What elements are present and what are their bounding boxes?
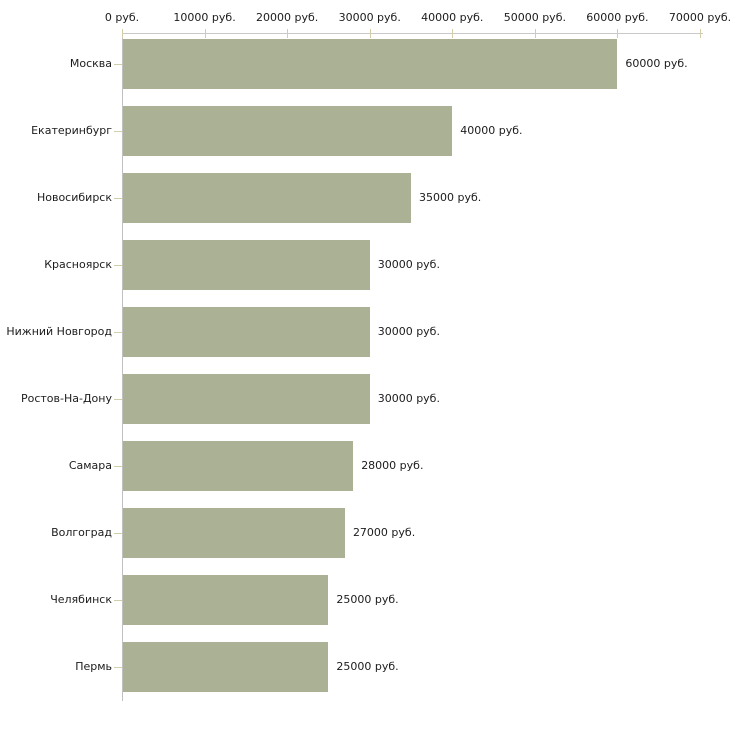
x-tick-label: 30000 руб.: [338, 11, 401, 24]
category-tick-mark: [114, 599, 122, 601]
category-tick-mark: [114, 532, 122, 534]
bar: [123, 574, 329, 625]
value-label: 40000 руб.: [460, 123, 523, 137]
x-tick-label: 60000 руб.: [586, 11, 649, 24]
category-label: Нижний Новгород: [6, 324, 112, 338]
x-tick-label: 70000 руб.: [668, 11, 730, 24]
bar: [123, 641, 329, 692]
value-label: 60000 руб.: [625, 56, 688, 70]
category-label: Челябинск: [50, 592, 112, 606]
bar: [123, 306, 370, 357]
value-label: 28000 руб.: [361, 458, 424, 472]
x-tick-label: 0 руб.: [104, 11, 140, 24]
bar: [123, 239, 370, 290]
value-label: 27000 руб.: [352, 525, 416, 539]
bar: [123, 373, 370, 424]
category-tick-mark: [114, 398, 122, 400]
category-tick-mark: [114, 264, 122, 266]
x-axis-line: [122, 33, 703, 34]
bar: [123, 507, 345, 558]
category-label: Пермь: [75, 659, 112, 673]
value-label: 25000 руб.: [336, 592, 399, 606]
x-tick-label: 20000 руб.: [256, 11, 319, 24]
category-tick-mark: [114, 465, 122, 467]
value-label: 30000 руб.: [377, 257, 440, 271]
category-label: Красноярск: [44, 257, 112, 271]
bar: [123, 172, 411, 223]
value-label: 30000 руб.: [377, 391, 440, 405]
x-tick-mark: [452, 29, 454, 38]
x-tick-mark: [700, 29, 701, 38]
category-label: Новосибирск: [36, 190, 112, 204]
value-label: 25000 руб.: [336, 659, 399, 673]
value-label: 35000 руб.: [419, 190, 482, 204]
category-tick-mark: [114, 331, 122, 333]
value-label: 30000 руб.: [377, 324, 440, 338]
category-tick-mark: [114, 197, 122, 199]
category-tick-mark: [114, 63, 122, 65]
x-tick-label: 50000 руб.: [503, 11, 566, 24]
bar: [123, 105, 453, 156]
x-tick-mark: [287, 29, 289, 38]
x-tick-mark: [122, 29, 123, 38]
x-tick-mark: [617, 29, 619, 38]
x-tick-label: 40000 руб.: [421, 11, 484, 24]
x-tick-mark: [204, 29, 206, 38]
category-label: Москва: [69, 56, 112, 70]
y-axis-line: [122, 33, 123, 701]
category-label: Ростов-На-Дону: [20, 391, 112, 405]
category-tick-mark: [114, 666, 122, 668]
category-label: Самара: [68, 458, 112, 472]
bar: [123, 38, 618, 89]
x-tick-mark: [369, 29, 371, 38]
category-label: Волгоград: [51, 525, 112, 539]
category-label: Екатеринбург: [31, 123, 112, 137]
bar: [123, 440, 354, 491]
x-tick-mark: [534, 29, 536, 38]
category-tick-mark: [114, 130, 122, 132]
x-tick-label: 10000 руб.: [173, 11, 236, 24]
